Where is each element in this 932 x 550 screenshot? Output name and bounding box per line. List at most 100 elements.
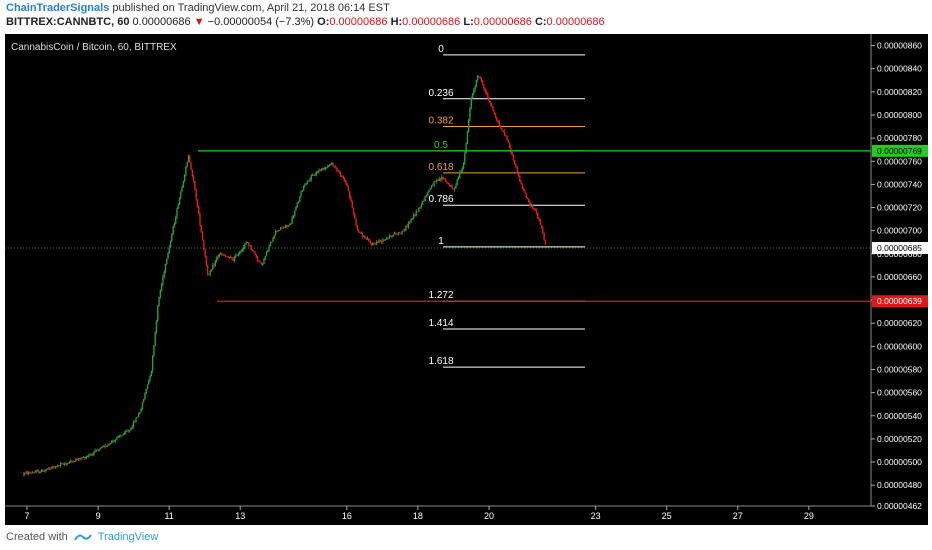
- candle-body: [313, 175, 315, 177]
- candle-body: [466, 131, 469, 144]
- ohlc-bar: BITTREX:CANNBTC, 60 0.00000686 ▼ −0.0000…: [6, 16, 605, 28]
- fib-label: 1.414: [428, 318, 453, 329]
- fib-label: 1: [438, 236, 444, 247]
- candle-body: [201, 232, 204, 241]
- candle-body: [534, 208, 536, 210]
- candle-body: [177, 205, 179, 209]
- candle-body: [40, 470, 43, 473]
- candle-body: [482, 81, 484, 86]
- candle-body: [410, 219, 412, 222]
- price-scale[interactable]: [871, 34, 928, 525]
- candle-body: [327, 165, 329, 168]
- candle-body: [105, 445, 108, 447]
- candle-body: [148, 379, 150, 385]
- candle-body: [476, 75, 479, 81]
- open-value: 0.00000686: [329, 16, 388, 28]
- candle-body: [111, 441, 113, 444]
- current-price-tag-bg: [872, 242, 928, 255]
- candle-body: [448, 183, 451, 187]
- candle-body: [180, 191, 182, 198]
- candle-body: [409, 221, 411, 224]
- candle-body: [73, 461, 76, 463]
- candle-body: [173, 223, 176, 228]
- candle-body: [95, 449, 98, 451]
- x-tick-label: 29: [804, 511, 814, 521]
- candle-body: [317, 171, 319, 173]
- candle-body: [278, 230, 281, 231]
- candle-body: [301, 190, 304, 192]
- candle-body: [168, 247, 170, 254]
- y-tick-label: 0.00000740: [877, 179, 922, 189]
- candle-body: [505, 135, 507, 137]
- candle-body: [525, 193, 527, 198]
- candle-body: [439, 178, 442, 180]
- candle-body: [253, 251, 255, 253]
- candle-body: [450, 185, 452, 187]
- candle-body: [345, 181, 347, 184]
- y-tick-label: 0.00000462: [877, 501, 922, 511]
- candle-body: [457, 177, 460, 180]
- y-tick-label: 0.00000500: [877, 457, 922, 467]
- candle-body: [50, 467, 53, 469]
- candle-body: [392, 234, 394, 237]
- candle-body: [384, 239, 387, 241]
- candle-body: [64, 463, 67, 465]
- candle-body: [539, 219, 542, 225]
- y-tick-label: 0.00000620: [877, 318, 922, 328]
- candle-body: [277, 230, 279, 232]
- x-tick-label: 23: [591, 511, 601, 521]
- candle-body: [393, 233, 396, 235]
- candle-body: [427, 192, 429, 196]
- time-scale[interactable]: [5, 506, 871, 525]
- candle-body: [189, 155, 191, 163]
- candle-body: [265, 252, 268, 257]
- candle-body: [520, 181, 522, 185]
- y-tick-label: 0.00000480: [877, 480, 922, 490]
- price-chart[interactable]: 0 0.236 0.382 0.5 0.618 0.786 1 1.272 1.414 1.618…: [5, 34, 928, 525]
- candle-body: [137, 413, 140, 418]
- candle-body: [232, 259, 234, 261]
- candle-body: [360, 232, 362, 234]
- candle-body: [492, 106, 494, 111]
- chart-container[interactable]: 0 0.236 0.382 0.5 0.618 0.786 1 1.272 1.414 1.618…: [5, 34, 928, 525]
- candle-body: [269, 242, 272, 247]
- candle-body: [374, 243, 376, 245]
- candle-body: [29, 472, 31, 474]
- candle-body: [350, 197, 352, 202]
- candle-body: [517, 173, 520, 177]
- candle-body: [406, 225, 408, 227]
- candle-body: [63, 463, 66, 465]
- candle-body: [264, 256, 266, 260]
- candle-body: [355, 218, 357, 226]
- candle-body: [502, 130, 504, 132]
- candle-body: [533, 208, 535, 209]
- tradingview-brand[interactable]: TradingView: [97, 531, 159, 543]
- candle-body: [47, 468, 49, 470]
- red-price-tag: 0.00000639: [877, 296, 922, 306]
- candle-body: [359, 232, 361, 234]
- candle-body: [282, 227, 284, 229]
- candle-body: [442, 177, 444, 179]
- candle-body: [489, 101, 492, 105]
- candle-body: [510, 148, 512, 153]
- candle-body: [260, 262, 263, 265]
- candle-body: [263, 259, 265, 265]
- y-tick-label: 0.00000760: [877, 156, 922, 166]
- candle-body: [57, 464, 59, 467]
- candle-body: [62, 463, 64, 465]
- author-link[interactable]: ChainTraderSignals: [6, 2, 110, 14]
- candle-body: [323, 167, 325, 170]
- candle-body: [311, 175, 314, 177]
- candle-body: [162, 276, 164, 284]
- candle-body: [332, 162, 334, 166]
- candle-body: [48, 467, 50, 470]
- candle-body: [496, 117, 498, 121]
- candle-body: [351, 201, 353, 208]
- y-tick-label: 0.00000700: [877, 226, 922, 236]
- candle-body: [382, 240, 384, 242]
- candle-body: [123, 432, 126, 435]
- candle-body: [27, 472, 30, 475]
- y-tick-label: 0.00000820: [877, 87, 922, 97]
- candle-body: [443, 178, 446, 180]
- candle-body: [127, 430, 130, 432]
